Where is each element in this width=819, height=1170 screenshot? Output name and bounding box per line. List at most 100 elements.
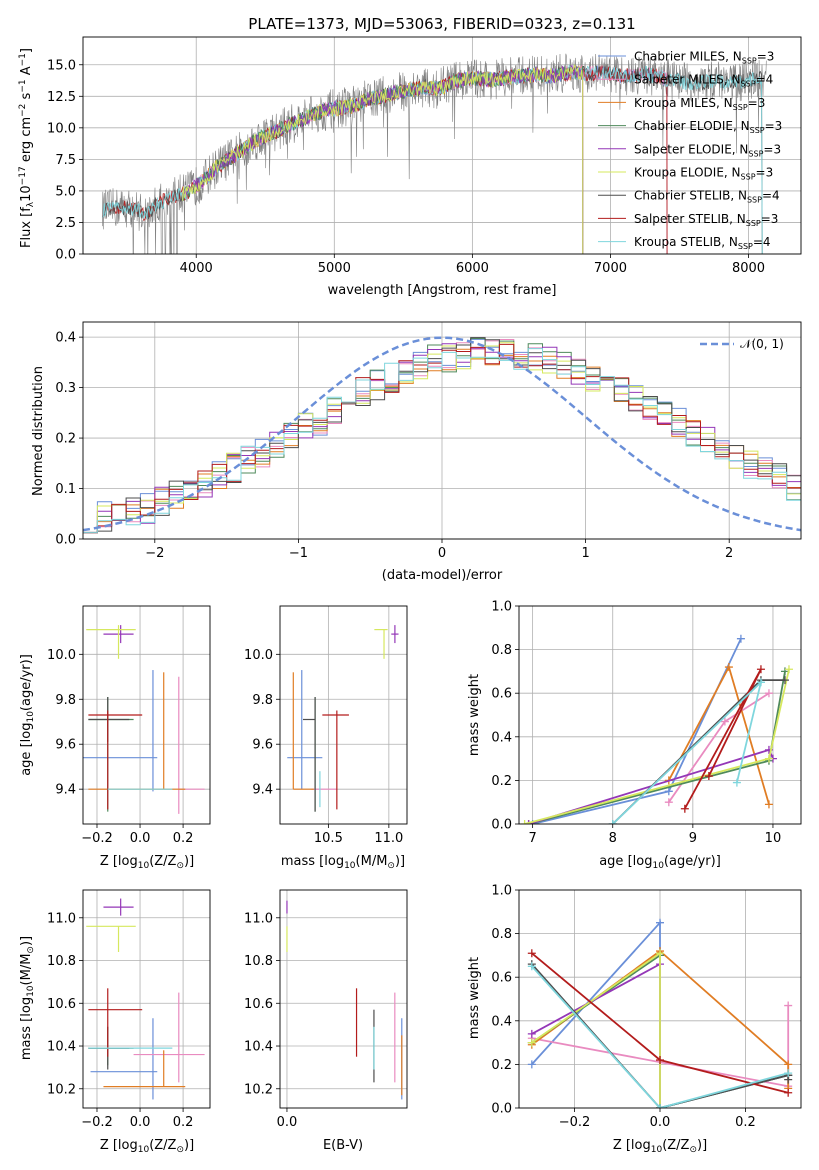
x-tick-label: 9 <box>689 831 697 846</box>
plot-area <box>520 634 793 824</box>
gaussian-legend-label: 𝒩(0, 1) <box>740 337 784 351</box>
y-tick-label: 0.0 <box>491 818 512 833</box>
ticks: 7 8 9 10 0.0 0.2 0.4 0.6 0.8 1.0 <box>491 600 781 847</box>
legend-label-suffix: =3 <box>761 212 779 226</box>
residuals-panel: −2 −1 0 1 2 0.0 0.1 0.2 0.3 0.4 <box>55 321 802 561</box>
axes-frame <box>82 321 802 540</box>
weight-point-marker <box>680 804 689 813</box>
weight-point-marker <box>756 678 765 687</box>
mass-vs-metallicity-xlabel: Z [log10(Z/Z⊙)] <box>100 1138 194 1155</box>
legend-label-sub: SSP <box>733 103 748 112</box>
legend-label-suffix: =3 <box>756 166 774 180</box>
weight-point-marker <box>704 772 713 781</box>
age-vs-mass-xlabel: mass [log10(M/M⊙)] <box>281 854 405 871</box>
y-tick-label: 1.0 <box>491 884 512 899</box>
y-tick-label: 12.5 <box>47 90 76 105</box>
legend-label-sub: SSP <box>741 80 756 89</box>
model-spectrum-line <box>195 64 668 254</box>
x-tick-label: 8000 <box>732 261 765 276</box>
plot-area <box>286 900 403 1100</box>
axes-frame <box>82 889 211 1109</box>
y-tick-label: 0.0 <box>55 533 76 548</box>
weight-point-marker <box>780 676 789 685</box>
weight-point-marker <box>764 689 773 698</box>
weight-point-marker <box>784 1069 793 1078</box>
plot-area <box>83 336 801 534</box>
y-tick-label: 9.4 <box>252 783 273 798</box>
model-spectrum-line <box>181 63 584 254</box>
y-tick-label: 2.5 <box>55 216 76 231</box>
age-vs-metallicity-panel: −0.2 0.0 0.2 9.4 9.6 9.8 10.0 <box>47 605 211 846</box>
age-vs-mass-panel: 10.5 11.0 9.4 9.6 9.8 10.0 <box>244 605 408 846</box>
x-tick-label: 7 <box>528 831 536 846</box>
mass-vs-metallicity-panel: −0.2 0.0 0.2 10.2 10.4 10.6 10.8 11.0 <box>47 889 211 1130</box>
legend-label-sub: SSP <box>748 149 763 158</box>
y-tick-label: 0.3 <box>55 381 76 396</box>
weights-vs-age-ylabel: mass weight <box>467 674 482 756</box>
weight-point-marker <box>764 800 773 809</box>
plot-area <box>86 898 205 1100</box>
y-tick-label: 10.8 <box>244 954 273 969</box>
weight-point-marker <box>656 918 664 927</box>
weight-point-marker <box>520 820 529 824</box>
x-tick-label: 2 <box>725 546 733 561</box>
residual-histogram-step <box>83 343 801 533</box>
legend-label: Kroupa ELODIE, NSSP=3 <box>634 166 773 182</box>
y-tick-label: 1.0 <box>491 600 512 615</box>
x-tick-label: 0 <box>438 546 446 561</box>
legend-label-main: Chabrier STELIB, N <box>634 189 747 203</box>
weight-point-marker <box>527 962 536 971</box>
ticks: 0.0 10.2 10.4 10.6 10.8 11.0 <box>244 911 297 1130</box>
grid <box>519 605 801 825</box>
legend-label: Salpeter MILES, NSSP=4 <box>634 73 773 89</box>
axes-frame <box>82 36 802 255</box>
legend-label-suffix: =3 <box>765 119 783 133</box>
axes-frame <box>279 605 408 825</box>
x-tick-label: 0.2 <box>173 831 194 846</box>
legend-label-sub: SSP <box>742 57 757 66</box>
gaussian-curve <box>83 336 801 532</box>
weights-vs-metallicity-ylabel: mass weight <box>467 957 482 1039</box>
x-tick-label: 10.5 <box>314 831 343 846</box>
axes-frame <box>82 605 211 825</box>
y-tick-label: 0.0 <box>491 1102 512 1117</box>
y-tick-label: 9.4 <box>55 783 76 798</box>
mass-vs-extinction-xlabel: E(B-V) <box>323 1138 363 1153</box>
age-vs-metallicity-ylabel: age [log10(age/yr)] <box>19 654 36 776</box>
x-tick-label: −0.2 <box>81 831 113 846</box>
y-tick-label: 0.8 <box>491 643 512 658</box>
weight-series-line <box>612 679 763 824</box>
legend-label: Chabrier MILES, NSSP=3 <box>634 50 774 66</box>
x-tick-label: 0.0 <box>130 1115 151 1130</box>
y-tick-label: 10.0 <box>47 648 76 663</box>
x-tick-label: −0.2 <box>81 1115 113 1130</box>
legend-label: Salpeter ELODIE, NSSP=3 <box>634 142 781 158</box>
y-tick-label: 5.0 <box>55 184 76 199</box>
weight-point-marker <box>756 665 765 674</box>
y-tick-label: 0.4 <box>491 730 512 745</box>
legend-label-suffix: =3 <box>757 50 775 64</box>
mass-vs-metallicity-ylabel: mass [log10(M/M⊙)] <box>19 936 36 1060</box>
legend-label-main: Salpeter MILES, N <box>634 73 741 87</box>
plot-area <box>287 625 399 812</box>
y-tick-label: 0.2 <box>55 432 76 447</box>
y-tick-label: 9.6 <box>55 738 76 753</box>
y-tick-label: 10.6 <box>47 997 76 1012</box>
plot-area <box>83 625 205 814</box>
y-tick-label: 10.0 <box>47 121 76 136</box>
legend-label-suffix: =3 <box>763 142 781 156</box>
weight-point-marker <box>664 787 673 796</box>
legend-label: Salpeter STELIB, NSSP=3 <box>634 212 778 228</box>
weight-point-marker <box>664 798 673 807</box>
legend-label: Chabrier ELODIE, NSSP=3 <box>634 119 782 135</box>
legend-label-main: Kroupa MILES, N <box>634 96 733 110</box>
ticks: 4000 5000 6000 7000 8000 0.0 2.5 5.0 7.5 10.0 12.5… <box>47 58 765 276</box>
grid <box>280 890 407 1108</box>
weight-point-marker <box>527 1038 536 1047</box>
weight-point-marker <box>784 665 793 674</box>
weight-point-marker <box>656 949 664 958</box>
residual-histogram-step <box>83 343 801 534</box>
y-tick-label: 0.6 <box>491 687 512 702</box>
weight-point-marker <box>656 1104 664 1108</box>
